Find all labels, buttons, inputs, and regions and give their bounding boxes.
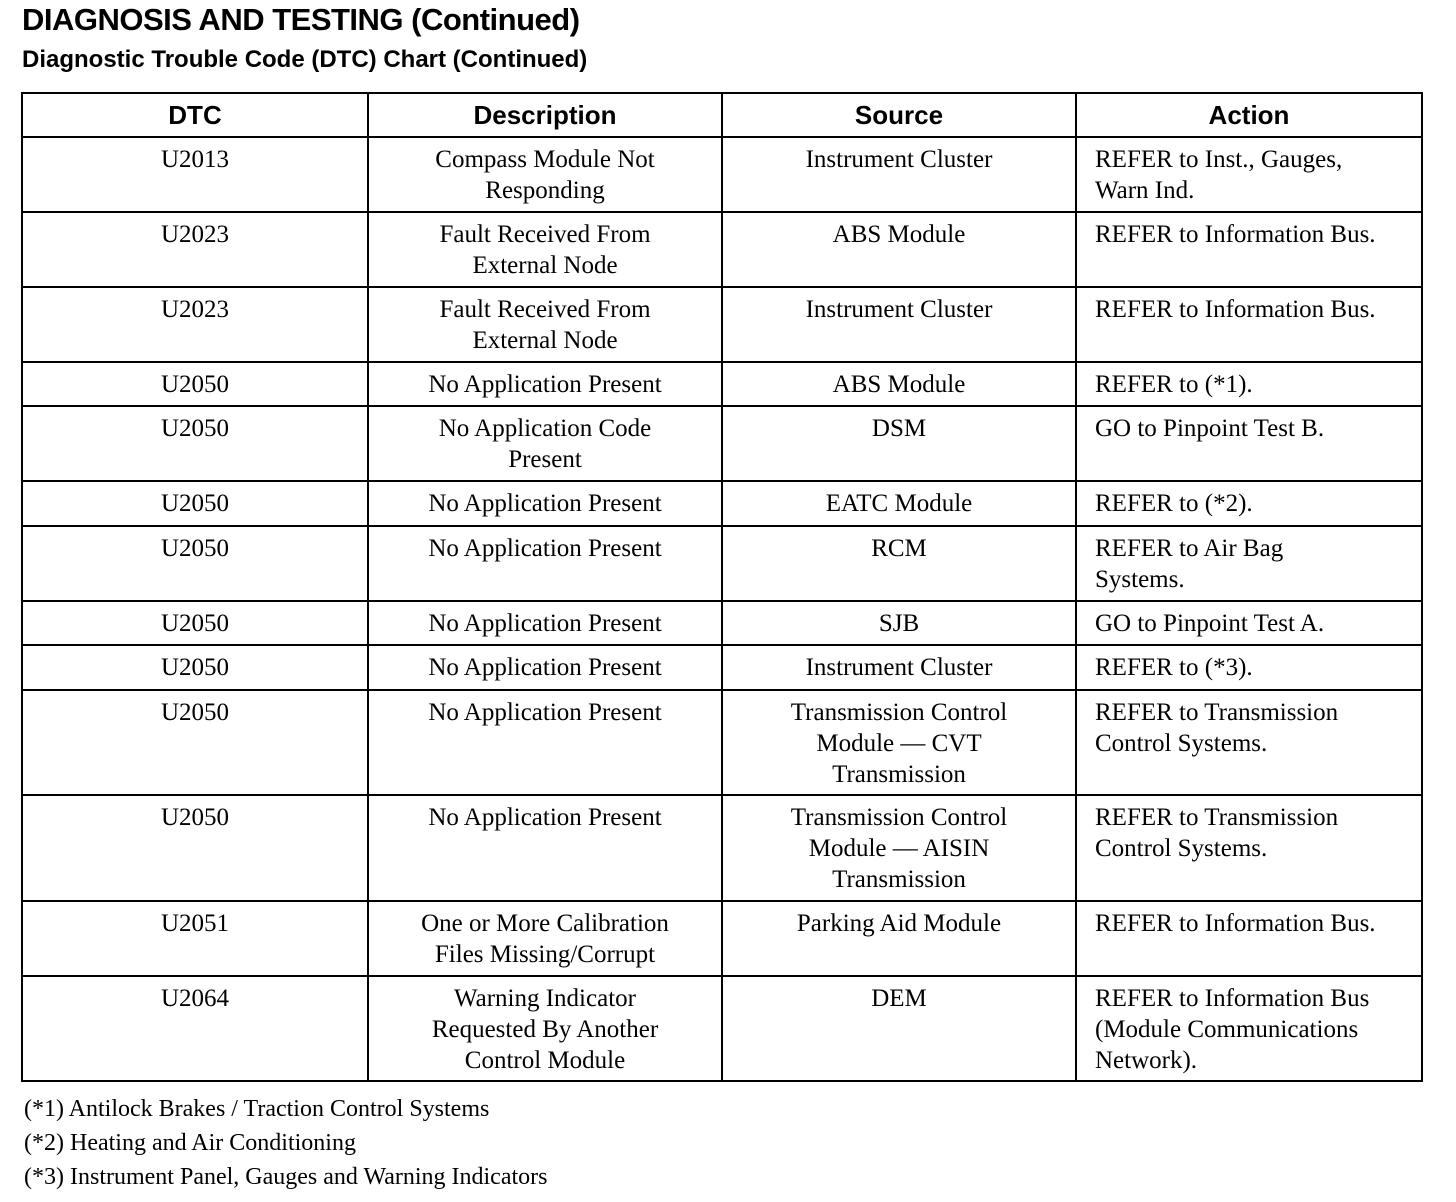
column-header-source: Source — [721, 92, 1077, 138]
cell-dtc: U2050 — [21, 480, 369, 527]
cell-action: REFER to Information Bus. — [1075, 286, 1423, 363]
cell-dtc: U2050 — [21, 644, 369, 691]
table-row: U2050 No Application Present Transmission … — [21, 689, 1423, 796]
cell-description: No Application Present — [367, 644, 723, 691]
cell-dtc: U2050 — [21, 525, 369, 602]
page-title: DIAGNOSIS AND TESTING (Continued) — [22, 2, 580, 37]
cell-dtc: U2050 — [21, 600, 369, 646]
footnote: (*3) Instrument Panel, Gauges and Warnin… — [24, 1164, 548, 1190]
table-row: U2050 No Application Present SJB GO to Pinp… — [21, 600, 1423, 646]
table-row: U2050 No Application Present ABS Module REF… — [21, 361, 1423, 407]
cell-action: GO to Pinpoint Test B. — [1075, 405, 1423, 482]
table-row: U2050 No Application Present Instrument Cl… — [21, 644, 1423, 691]
cell-description: No Application Code Present — [367, 405, 723, 482]
cell-description: No Application Present — [367, 361, 723, 407]
column-header-dtc: DTC — [21, 92, 369, 138]
cell-action: REFER to Transmission Control Systems. — [1075, 794, 1423, 902]
cell-source: Instrument Cluster — [721, 644, 1077, 691]
cell-source: DEM — [721, 975, 1077, 1082]
cell-dtc: U2050 — [21, 794, 369, 902]
cell-dtc: U2064 — [21, 975, 369, 1082]
cell-action: GO to Pinpoint Test A. — [1075, 600, 1423, 646]
cell-source: RCM — [721, 525, 1077, 602]
cell-description: No Application Present — [367, 689, 723, 796]
cell-action: REFER to (*2). — [1075, 480, 1423, 527]
cell-dtc: U2013 — [21, 136, 369, 213]
footnotes: (*1) Antilock Brakes / Traction Control … — [24, 1092, 548, 1194]
cell-action: REFER to Inst., Gauges, Warn Ind. — [1075, 136, 1423, 213]
cell-action: REFER to (*3). — [1075, 644, 1423, 691]
footnote: (*2) Heating and Air Conditioning — [24, 1130, 356, 1156]
cell-source: SJB — [721, 600, 1077, 646]
cell-action: REFER to Information Bus (Module Communi… — [1075, 975, 1423, 1082]
cell-source: DSM — [721, 405, 1077, 482]
cell-description: No Application Present — [367, 480, 723, 527]
cell-description: Warning Indicator Requested By Another C… — [367, 975, 723, 1082]
cell-source: ABS Module — [721, 361, 1077, 407]
table-row: U2051 One or More Calibration Files Missi… — [21, 900, 1423, 977]
table-row: U2013 Compass Module Not Responding Instru… — [21, 136, 1423, 213]
table-row: U2050 No Application Code Present DSM GO to… — [21, 405, 1423, 482]
cell-source: Instrument Cluster — [721, 286, 1077, 363]
cell-source: ABS Module — [721, 211, 1077, 288]
table-row: U2050 No Application Present Transmission … — [21, 794, 1423, 902]
cell-description: One or More Calibration Files Missing/Co… — [367, 900, 723, 977]
cell-dtc: U2023 — [21, 211, 369, 288]
table-header-row: DTC Description Source Action — [21, 92, 1423, 138]
column-header-description: Description — [367, 92, 723, 138]
cell-action: REFER to (*1). — [1075, 361, 1423, 407]
page-subtitle: Diagnostic Trouble Code (DTC) Chart (Con… — [22, 46, 588, 73]
table-row: U2050 No Application Present RCM REFER to A… — [21, 525, 1423, 602]
cell-dtc: U2051 — [21, 900, 369, 977]
table-row: U2023 Fault Received From External Node AB… — [21, 211, 1423, 288]
column-header-action: Action — [1075, 92, 1423, 138]
cell-action: REFER to Transmission Control Systems. — [1075, 689, 1423, 796]
footnote: (*1) Antilock Brakes / Traction Control … — [24, 1096, 490, 1122]
cell-source: Transmission Control Module — AISIN Tran… — [721, 794, 1077, 902]
cell-description: Fault Received From External Node — [367, 211, 723, 288]
cell-description: No Application Present — [367, 525, 723, 602]
cell-description: No Application Present — [367, 794, 723, 902]
cell-description: Compass Module Not Responding — [367, 136, 723, 213]
cell-source: Instrument Cluster — [721, 136, 1077, 213]
cell-action: REFER to Information Bus. — [1075, 900, 1423, 977]
table-row: U2023 Fault Received From External Node In… — [21, 286, 1423, 363]
cell-dtc: U2050 — [21, 361, 369, 407]
table-row: U2050 No Application Present EATC Module RE… — [21, 480, 1423, 527]
cell-action: REFER to Information Bus. — [1075, 211, 1423, 288]
cell-source: Transmission Control Module — CVT Transm… — [721, 689, 1077, 796]
dtc-table: DTC Description Source Action U2013 Compa… — [21, 92, 1423, 1082]
cell-source: Parking Aid Module — [721, 900, 1077, 977]
cell-dtc: U2050 — [21, 689, 369, 796]
cell-action: REFER to Air Bag Systems. — [1075, 525, 1423, 602]
cell-description: No Application Present — [367, 600, 723, 646]
cell-dtc: U2050 — [21, 405, 369, 482]
cell-description: Fault Received From External Node — [367, 286, 723, 363]
table-row: U2064 Warning Indicator Requested By Anot… — [21, 975, 1423, 1082]
cell-source: EATC Module — [721, 480, 1077, 527]
cell-dtc: U2023 — [21, 286, 369, 363]
